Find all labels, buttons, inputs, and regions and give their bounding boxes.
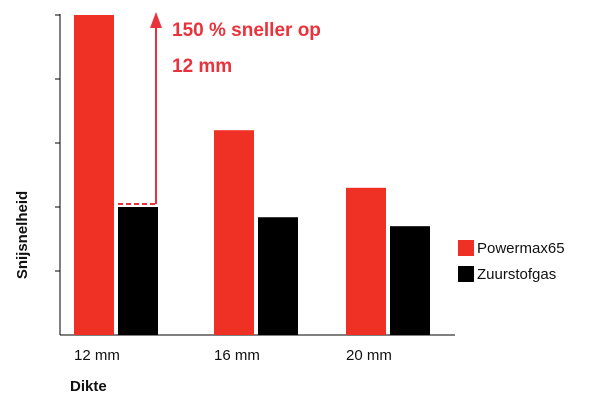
annotation-text-line-1: 150 % sneller op	[172, 20, 321, 41]
annotation-text-line-2: 12 mm	[172, 56, 232, 77]
annotation: 150 % sneller op 12 mm	[118, 12, 321, 205]
annotation-arrow-head	[150, 12, 162, 28]
bar-zuurstofgas-20mm	[390, 226, 430, 335]
bars	[74, 15, 430, 335]
bar-zuurstofgas-12mm	[118, 207, 158, 335]
legend-swatch-zuurstofgas	[458, 266, 474, 282]
legend: Powermax65 Zuurstofgas	[458, 240, 565, 283]
legend-swatch-powermax65	[458, 240, 474, 256]
x-tick-label-0: 12 mm	[74, 347, 120, 364]
legend-label-zuurstofgas: Zuurstofgas	[477, 266, 556, 283]
y-axis-title: Snijsnelheid	[14, 191, 31, 279]
bar-powermax65-20mm	[346, 187, 386, 335]
x-axis-title: Dikte	[70, 378, 107, 394]
x-tick-labels: 12 mm 16 mm 20 mm	[74, 347, 392, 364]
x-tick-label-1: 16 mm	[214, 347, 260, 364]
bar-powermax65-12mm	[74, 15, 114, 335]
x-tick-label-2: 20 mm	[346, 347, 392, 364]
legend-label-powermax65: Powermax65	[477, 240, 565, 257]
bar-zuurstofgas-16mm	[258, 217, 298, 335]
bar-powermax65-16mm	[214, 130, 254, 335]
y-axis-ticks	[55, 14, 60, 272]
